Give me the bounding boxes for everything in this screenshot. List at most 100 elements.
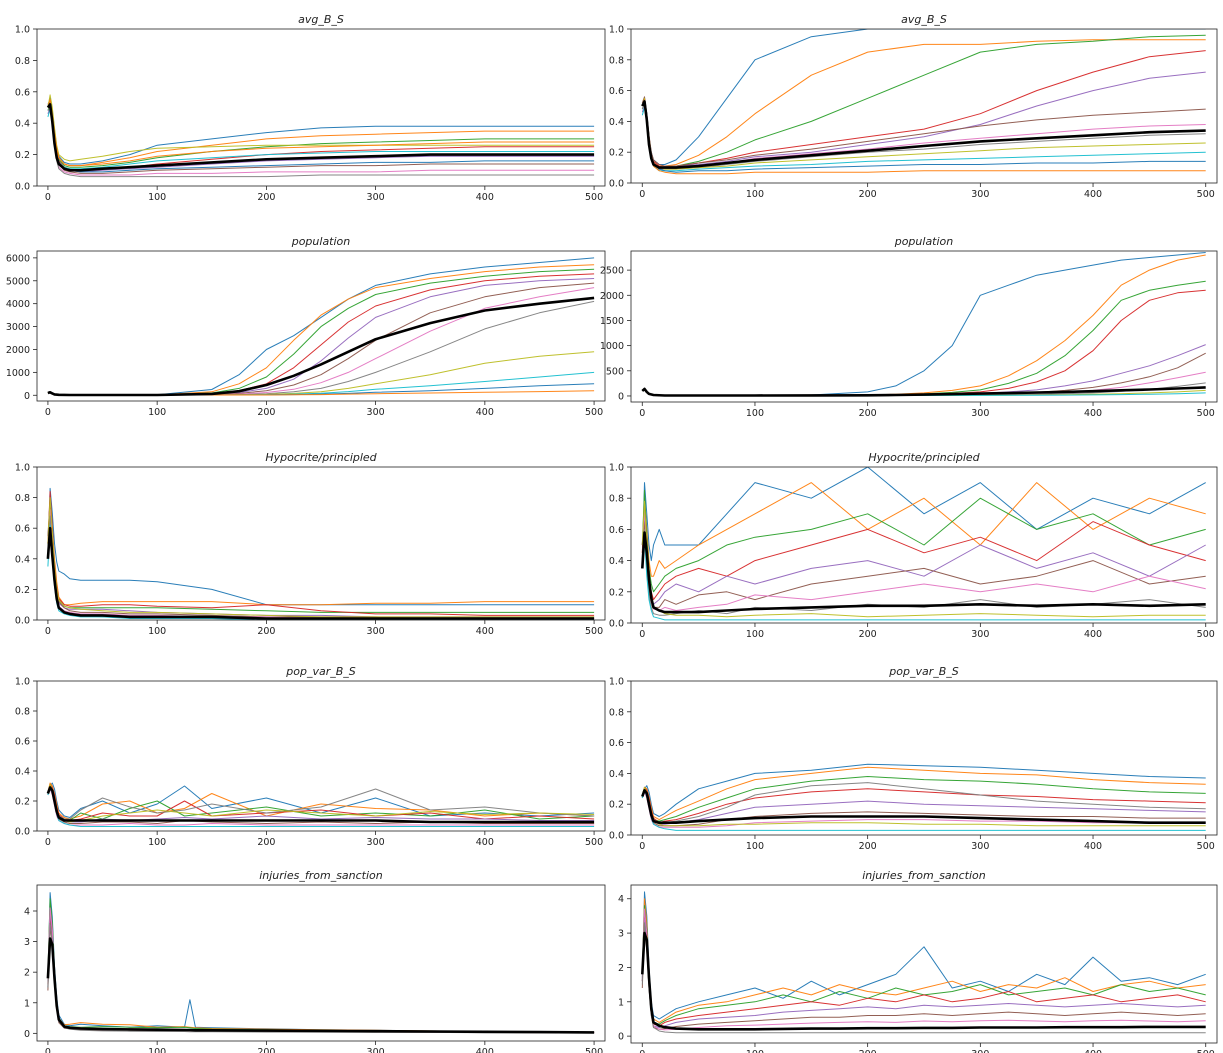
series-line bbox=[47, 102, 595, 173]
series-line bbox=[47, 782, 595, 818]
x-tick-label: 0 bbox=[639, 1049, 645, 1053]
x-tick-label: 100 bbox=[148, 837, 166, 848]
series-line bbox=[47, 102, 595, 171]
x-tick-label: 0 bbox=[639, 629, 645, 640]
y-tick-label: 3 bbox=[24, 937, 30, 948]
y-tick-label: 0.6 bbox=[15, 524, 30, 535]
y-tick-label: 6000 bbox=[6, 253, 30, 264]
y-tick-label: 0 bbox=[24, 391, 30, 402]
series-line bbox=[47, 497, 595, 618]
x-tick-label: 0 bbox=[639, 189, 645, 200]
x-tick-label: 400 bbox=[1084, 189, 1102, 200]
x-tick-label: 500 bbox=[585, 407, 603, 418]
x-tick-label: 200 bbox=[257, 1047, 275, 1053]
x-tick-label: 500 bbox=[1197, 1049, 1215, 1053]
mean-line bbox=[641, 100, 1206, 169]
y-tick-label: 0.8 bbox=[15, 493, 30, 504]
y-tick-label: 4 bbox=[24, 907, 30, 918]
chart-panel-10: injuries_from_sanction 0 100 200 300 400 500 0 1… bbox=[618, 869, 1218, 1053]
x-tick-label: 200 bbox=[859, 841, 877, 852]
x-tick-label: 100 bbox=[746, 841, 764, 852]
mean-line bbox=[641, 531, 1206, 614]
chart-title: population bbox=[894, 235, 954, 248]
series-line bbox=[47, 904, 595, 1033]
x-tick-label: 500 bbox=[585, 626, 603, 637]
x-tick-label: 200 bbox=[257, 626, 275, 637]
mean-line bbox=[46, 786, 595, 824]
y-tick-label: 2 bbox=[24, 968, 30, 979]
y-tick-label: 0.2 bbox=[15, 585, 30, 596]
y-tick-label: 2000 bbox=[6, 345, 30, 356]
series-line bbox=[641, 96, 1206, 167]
series-line bbox=[641, 912, 1206, 1027]
x-tick-label: 200 bbox=[859, 408, 877, 419]
series-line bbox=[641, 510, 1206, 611]
plot-frame bbox=[36, 250, 606, 402]
series-group bbox=[47, 257, 595, 397]
series-line bbox=[47, 487, 595, 606]
chart-panel-5: Hypocrite/principled 0 100 200 300 400 500 0.0 0… bbox=[15, 451, 606, 637]
chart-panel-1: avg_B_S 0 100 200 300 400 500 0.0 0.2 0.4 0.6 0.8 1.… bbox=[15, 13, 606, 203]
series-group bbox=[641, 763, 1206, 831]
x-tick-label: 300 bbox=[971, 189, 989, 200]
series-group bbox=[46, 892, 595, 1034]
series-line bbox=[641, 891, 1206, 1020]
y-tick-label: 1 bbox=[24, 998, 30, 1009]
x-tick-label: 200 bbox=[859, 629, 877, 640]
series-line bbox=[47, 898, 595, 1033]
x-tick-label: 0 bbox=[45, 837, 51, 848]
x-tick-label: 300 bbox=[367, 1047, 385, 1053]
y-tick-label: 1500 bbox=[600, 316, 624, 327]
x-tick-label: 100 bbox=[746, 189, 764, 200]
y-tick-label: 3000 bbox=[6, 322, 30, 333]
x-tick-label: 400 bbox=[476, 192, 494, 203]
x-tick-label: 100 bbox=[746, 408, 764, 419]
series-line bbox=[641, 100, 1206, 170]
x-tick-label: 300 bbox=[367, 626, 385, 637]
series-line bbox=[641, 50, 1206, 169]
x-tick-label: 200 bbox=[257, 837, 275, 848]
chart-panel-7: pop_var_B_S 0 100 200 300 400 500 0.0 0.2 0.4 0.6 0… bbox=[15, 665, 606, 848]
plot-frame bbox=[36, 680, 606, 832]
y-tick-label: 0 bbox=[24, 1029, 30, 1040]
y-tick-label: 3 bbox=[618, 929, 624, 940]
plot-frame bbox=[630, 28, 1218, 184]
y-tick-label: 0.4 bbox=[609, 769, 624, 780]
mean-line bbox=[46, 937, 595, 1034]
x-tick-label: 200 bbox=[257, 192, 275, 203]
mean-line bbox=[46, 103, 595, 172]
x-tick-label: 100 bbox=[746, 1049, 764, 1053]
series-line bbox=[641, 513, 1206, 605]
series-line bbox=[641, 467, 1206, 562]
y-tick-label: 0.0 bbox=[609, 619, 624, 630]
series-line bbox=[47, 524, 595, 620]
x-tick-label: 100 bbox=[148, 192, 166, 203]
x-tick-label: 500 bbox=[585, 837, 603, 848]
series-group bbox=[641, 467, 1206, 621]
y-tick-label: 0.2 bbox=[609, 148, 624, 159]
y-tick-label: 0.8 bbox=[609, 55, 624, 66]
y-tick-label: 0.8 bbox=[15, 56, 30, 67]
plot-frame bbox=[36, 28, 606, 187]
series-line bbox=[641, 34, 1206, 169]
y-tick-label: 0.4 bbox=[15, 119, 30, 130]
x-tick-label: 0 bbox=[639, 841, 645, 852]
y-tick-label: 1 bbox=[618, 997, 624, 1008]
plot-frame bbox=[630, 466, 1218, 624]
y-tick-label: 0.0 bbox=[15, 182, 30, 193]
series-group bbox=[641, 252, 1206, 397]
y-tick-label: 2500 bbox=[600, 266, 624, 277]
chart-panel-8: pop_var_B_S 0 100 200 300 400 500 0.0 0.2 0.4 0.6 0… bbox=[609, 665, 1218, 852]
chart-panel-9: injuries_from_sanction 0 100 200 300 400 500 0 1… bbox=[24, 869, 606, 1053]
chart-title: pop_var_B_S bbox=[888, 665, 959, 678]
y-tick-label: 0 bbox=[618, 391, 624, 402]
y-tick-label: 0.0 bbox=[15, 827, 30, 838]
x-tick-label: 0 bbox=[45, 407, 51, 418]
y-tick-label: 1.0 bbox=[609, 25, 624, 36]
y-tick-label: 0.6 bbox=[15, 87, 30, 98]
x-tick-label: 100 bbox=[148, 407, 166, 418]
x-tick-label: 300 bbox=[971, 629, 989, 640]
series-line bbox=[47, 268, 595, 396]
